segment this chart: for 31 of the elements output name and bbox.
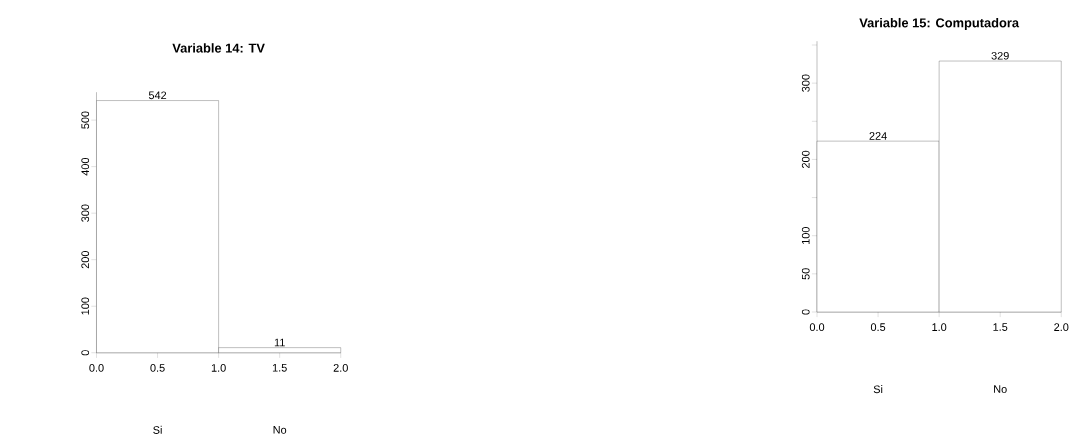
x-tick-label: 2.0 — [333, 364, 348, 372]
category-label: Si — [873, 385, 883, 394]
y-tick-label: 400 — [81, 157, 90, 176]
x-tick-label: 1.5 — [993, 323, 1008, 331]
data-label: 11 — [274, 338, 285, 347]
x-tick-label: 0.0 — [89, 364, 104, 372]
x-tick-label: 1.0 — [932, 323, 947, 331]
data-label: 542 — [148, 91, 167, 100]
y-tick-label: 200 — [801, 150, 810, 168]
x-tick-label: 2.0 — [1054, 323, 1069, 331]
x-tick-label: 1.5 — [272, 364, 287, 372]
y-tick-label: 0 — [801, 309, 810, 315]
x-tick-label: 1.0 — [211, 364, 226, 372]
x-tick-label: 0.0 — [809, 323, 825, 331]
chart-title: Variable 15: Computadora — [859, 17, 1020, 30]
x-tick-label: 0.5 — [150, 364, 165, 372]
y-tick-label: 0 — [81, 350, 90, 356]
x-tick-label: 0.5 — [870, 323, 886, 331]
data-label: 329 — [991, 51, 1009, 60]
y-tick-label: 50 — [801, 268, 810, 280]
category-label: No — [273, 426, 287, 434]
y-tick-label: 100 — [801, 227, 810, 244]
data-label: 224 — [869, 132, 887, 140]
y-tick-label: 200 — [81, 250, 90, 269]
category-label: No — [994, 385, 1007, 393]
category-label: Si — [153, 425, 162, 434]
y-tick-label: 500 — [81, 111, 90, 129]
y-tick-label: 300 — [81, 204, 90, 222]
y-tick-label: 100 — [81, 297, 90, 315]
y-tick-label: 300 — [801, 74, 810, 92]
chart-title: Variable 14: TV — [172, 43, 265, 53]
